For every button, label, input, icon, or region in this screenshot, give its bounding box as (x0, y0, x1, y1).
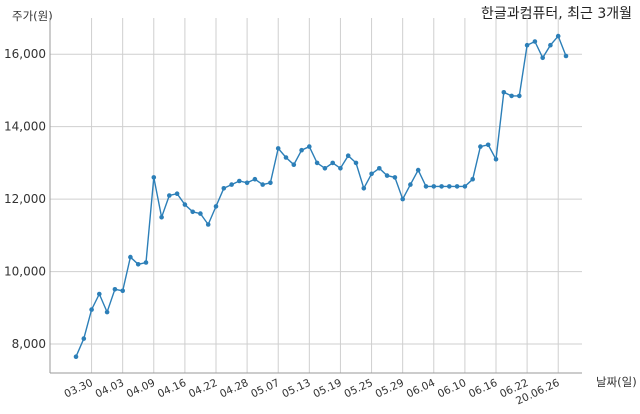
x-tick-label: 05.29 (374, 377, 406, 401)
data-point (221, 186, 227, 191)
x-tick-label: 05.19 (311, 377, 343, 401)
data-point (431, 184, 437, 189)
data-point (128, 254, 133, 260)
data-point (501, 90, 507, 95)
data-point (361, 186, 367, 191)
x-tick-label: 04.03 (94, 377, 126, 401)
data-point (307, 144, 312, 149)
data-point (493, 157, 499, 162)
y-tick-label: 14,000 (4, 120, 46, 134)
data-point (237, 178, 242, 184)
x-tick-label: 05.07 (249, 377, 281, 401)
y-tick-label: 16,000 (4, 47, 46, 61)
data-point (447, 184, 452, 189)
data-point (509, 93, 514, 99)
data-point (213, 204, 219, 209)
data-point (314, 160, 320, 166)
x-tick-label: 04.22 (187, 377, 219, 401)
data-point (182, 202, 188, 207)
data-point (120, 288, 125, 294)
y-tick-label: 10,000 (4, 265, 46, 279)
data-point (205, 222, 211, 227)
data-point (291, 162, 297, 167)
data-point (338, 166, 343, 171)
price-line (75, 34, 567, 357)
data-point (408, 182, 413, 187)
data-point (415, 167, 421, 173)
data-point (268, 180, 273, 186)
data-point (485, 142, 491, 148)
data-point (454, 184, 460, 189)
y-tick-labels: 8,000 10,000 12,000 14,000 16,000 (4, 47, 46, 351)
data-point (89, 307, 94, 312)
data-point (252, 176, 258, 182)
data-point (167, 193, 172, 198)
data-point (462, 184, 468, 189)
data-point (330, 160, 336, 166)
data-point (81, 336, 87, 341)
x-tick-labels: 03.3004.0304.0904.1604.2204.2805.0705.13… (63, 377, 562, 408)
data-point (392, 175, 398, 180)
data-point (73, 354, 79, 360)
data-point (532, 39, 538, 44)
x-tick-label: 05.13 (280, 377, 312, 401)
data-point (143, 260, 149, 265)
data-point (478, 144, 483, 149)
data-point (190, 209, 195, 215)
data-point (524, 42, 530, 48)
axes (49, 18, 582, 374)
data-point (275, 146, 281, 151)
data-point (517, 93, 522, 99)
data-point (159, 214, 164, 220)
data-point (555, 33, 561, 39)
y-tick-label: 8,000 (12, 337, 46, 351)
data-point (322, 166, 328, 171)
data-point (345, 153, 351, 158)
x-tick-label: 03.30 (63, 377, 95, 401)
data-point (353, 160, 359, 166)
data-point (540, 55, 545, 61)
data-point (299, 147, 304, 153)
data-point (283, 155, 289, 160)
data-point (151, 175, 157, 180)
data-point (174, 191, 180, 196)
data-point (135, 262, 141, 267)
x-tick-label: 06.10 (436, 377, 468, 401)
data-point (423, 184, 429, 189)
data-point (104, 309, 110, 315)
data-point (384, 173, 390, 178)
data-point (198, 211, 203, 216)
data-point (400, 196, 406, 202)
data-point (377, 166, 382, 171)
x-tick-label: 04.16 (156, 377, 189, 401)
data-point (369, 171, 374, 177)
x-tick-label: 04.09 (125, 377, 157, 401)
data-point (548, 42, 553, 48)
data-point (439, 184, 444, 189)
x-tick-label: 05.25 (343, 377, 375, 401)
data-point (229, 182, 234, 187)
y-tick-label: 12,000 (4, 192, 46, 206)
grid-lines (50, 18, 582, 373)
data-point (563, 53, 569, 59)
data-point (112, 287, 118, 292)
x-tick-label: 04.28 (218, 377, 250, 401)
y-axis-label: 주가(원) (12, 9, 53, 23)
data-point (244, 180, 250, 186)
chart-title: 한글과컴퓨터, 최근 3개월 (481, 6, 632, 22)
x-axis-label: 날짜(일) (596, 375, 637, 389)
price-series (73, 33, 569, 360)
data-point (260, 182, 266, 187)
data-point (97, 291, 102, 297)
x-tick-label: 06.16 (467, 377, 500, 401)
data-point (470, 176, 476, 182)
x-tick-label: 06.04 (405, 377, 438, 401)
